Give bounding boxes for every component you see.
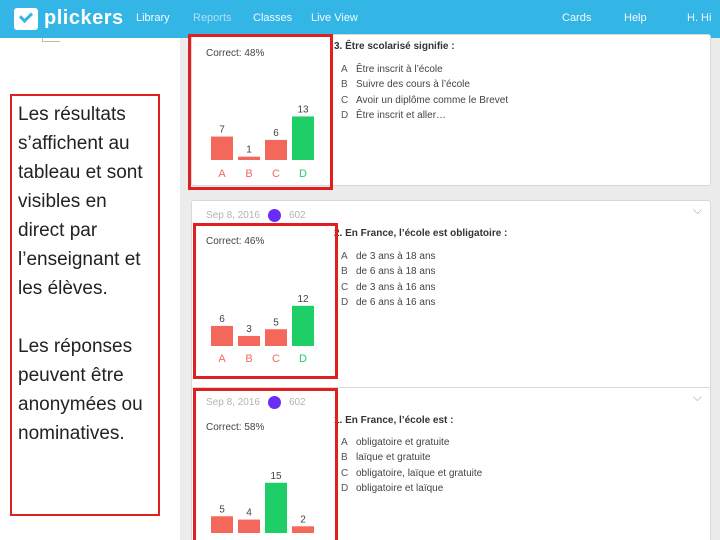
class-name: 602 — [288, 210, 306, 221]
bar-B — [238, 335, 260, 346]
bar-D — [292, 526, 314, 533]
bar-value-label: 7 — [219, 125, 225, 136]
correct-percent: Correct: 58% — [206, 422, 265, 433]
annotation-paragraph-2: Les réponses peuvent être anonymées ou n… — [18, 336, 143, 444]
chart-highlight-box — [188, 34, 333, 190]
bar-value-label: 3 — [246, 324, 252, 335]
question-meta: Sep 8, 2016 602 — [206, 396, 306, 409]
category-label: B — [245, 168, 252, 180]
bar-A — [211, 325, 233, 346]
nav-help[interactable]: Help — [624, 12, 647, 24]
reports-content: Les résultats s’affichent au tableau et … — [0, 34, 720, 540]
nav-classes[interactable]: Classes — [253, 12, 293, 24]
chart-highlight-box — [193, 223, 338, 379]
annotation-paragraph-1: Les résultats s’affichent au tableau et … — [18, 104, 143, 299]
bar-A — [211, 516, 233, 533]
class-name: 602 — [288, 397, 306, 408]
nav-cards[interactable]: Cards — [562, 12, 592, 24]
category-label: D — [299, 168, 307, 180]
bar-D — [292, 305, 314, 346]
question-card-3[interactable]: Correct: 48% 3. Être scolarisé signifie … — [191, 34, 711, 186]
question-date: Sep 8, 2016 — [206, 210, 260, 221]
answer-option: B Suivre des cours à l’école — [341, 79, 470, 91]
category-label: A — [218, 353, 226, 365]
chevron-down-icon[interactable]: ⌵ — [692, 390, 702, 404]
class-color-dot-icon — [267, 396, 281, 409]
bar-value-label: 6 — [219, 314, 225, 325]
correct-percent: Correct: 48% — [206, 48, 265, 59]
bar-value-label: 15 — [270, 471, 282, 482]
bar-value-label: 13 — [297, 104, 309, 115]
bar-B — [238, 519, 260, 533]
bar-value-label: 6 — [273, 128, 279, 139]
nav-user[interactable]: H. Hi — [687, 12, 712, 24]
bar-value-label: 1 — [246, 145, 252, 156]
answer-option: A Être inscrit à l’école — [341, 64, 443, 75]
category-label: C — [272, 168, 280, 180]
bar-value-label: 4 — [246, 508, 252, 519]
question-meta: Sep 8, 2016 602 — [206, 209, 306, 222]
checkbox-fragment-icon — [42, 38, 60, 42]
question-title: 2. En France, l’école est obligatoire : — [334, 228, 508, 239]
class-color-dot-icon — [267, 209, 281, 222]
chart-highlight-box — [193, 388, 338, 540]
chevron-down-icon[interactable]: ⌵ — [692, 203, 702, 217]
bar-value-label: 5 — [273, 317, 279, 328]
nav-live-view[interactable]: Live View — [311, 12, 358, 24]
bar-A — [211, 136, 233, 160]
bar-B — [238, 156, 260, 160]
question-title: 3. Être scolarisé signifie : — [334, 41, 455, 52]
bar-value-label: 2 — [300, 514, 306, 525]
annotation-box: Les résultats s’affichent au tableau et … — [10, 94, 160, 516]
logo-text: plickers — [44, 7, 124, 29]
bar-D — [292, 116, 314, 160]
left-column: Les résultats s’affichent au tableau et … — [0, 38, 180, 540]
question-title: 1. En France, l’école est : — [334, 415, 454, 426]
nav-library[interactable]: Library — [136, 12, 170, 24]
bar-value-label: 12 — [297, 294, 309, 305]
nav-reports[interactable]: Reports — [193, 12, 232, 24]
plickers-logo[interactable]: plickers — [14, 7, 124, 30]
question-date: Sep 8, 2016 — [206, 397, 260, 408]
answer-option: C Avoir un diplôme comme le Brevet — [341, 94, 509, 106]
answer-list: A Être inscrit à l’école B Suivre des cour… — [341, 62, 508, 124]
correct-percent: Correct: 46% — [206, 236, 265, 247]
checkmark-logo-icon — [14, 7, 38, 30]
category-label: C — [272, 353, 280, 365]
bar-value-label: 5 — [219, 504, 225, 515]
top-nav-bar: plickers Library Reports Classes Live Vi… — [0, 0, 720, 38]
bar-C — [265, 139, 287, 160]
category-label: D — [299, 353, 307, 365]
answer-option: D Être inscrit et aller… — [341, 110, 447, 122]
bar-C — [265, 482, 287, 533]
bar-C — [265, 329, 287, 346]
category-label: A — [218, 168, 226, 180]
category-label: B — [245, 353, 252, 365]
